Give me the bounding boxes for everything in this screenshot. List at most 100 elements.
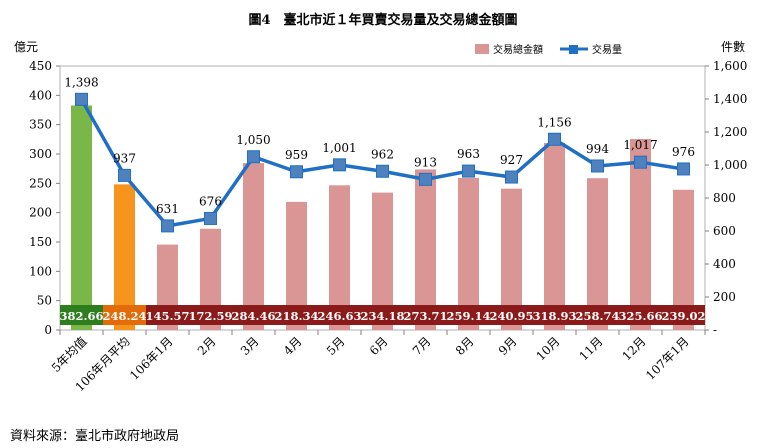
bar-2 bbox=[114, 184, 135, 330]
bar-value-label: 246.63 bbox=[317, 309, 361, 323]
right-tick-label: 800 bbox=[713, 191, 736, 205]
line-point-label: 631 bbox=[156, 202, 179, 216]
category-label: 107年1月 bbox=[643, 334, 691, 382]
category-label: 4月 bbox=[281, 334, 305, 358]
bar-13 bbox=[587, 178, 608, 330]
source-note: 資料來源：臺北市政府地政局 bbox=[10, 428, 179, 444]
bar-6 bbox=[286, 201, 307, 330]
bar-value-label: 318.93 bbox=[532, 309, 576, 323]
legend-bar-label: 交易總金額 bbox=[493, 43, 543, 56]
line-point-label: 959 bbox=[285, 148, 308, 162]
bar-value-label: 248.24 bbox=[102, 309, 146, 323]
bar-value-label: 284.46 bbox=[231, 309, 275, 323]
left-tick-label: 100 bbox=[29, 264, 52, 278]
bar-9 bbox=[415, 169, 436, 330]
line-point-6 bbox=[290, 165, 303, 179]
bar-value-box bbox=[232, 305, 275, 325]
bar-14 bbox=[630, 138, 651, 330]
bar-value-label: 172.59 bbox=[188, 309, 232, 323]
line-point-9 bbox=[419, 172, 432, 186]
bar-value-box bbox=[533, 305, 576, 325]
bar-7 bbox=[329, 185, 350, 330]
bar-value-label: 273.71 bbox=[403, 309, 447, 323]
bar-value-label: 382.66 bbox=[59, 309, 103, 323]
right-tick-label: 1,400 bbox=[713, 92, 747, 106]
left-tick-label: 150 bbox=[29, 235, 52, 249]
right-tick-label: 200 bbox=[713, 290, 736, 304]
line-point-4 bbox=[204, 211, 217, 225]
line-point-label: 927 bbox=[500, 153, 523, 167]
right-tick-label: - bbox=[713, 323, 717, 337]
bar-value-box bbox=[490, 305, 533, 325]
line-point-10 bbox=[462, 164, 475, 178]
bar-1 bbox=[71, 105, 92, 330]
line-point-2 bbox=[118, 168, 131, 182]
left-tick-label: 0 bbox=[44, 323, 52, 337]
line-point-label: 963 bbox=[457, 147, 480, 161]
right-tick-label: 1,200 bbox=[713, 125, 747, 139]
category-label: 9月 bbox=[496, 334, 520, 358]
left-tick-label: 200 bbox=[29, 206, 52, 220]
line-point-15 bbox=[677, 162, 690, 176]
bar-value-label: 259.14 bbox=[446, 309, 490, 323]
bar-5 bbox=[243, 163, 264, 330]
bar-value-box bbox=[146, 305, 189, 325]
bar-4 bbox=[200, 228, 221, 330]
right-tick-label: 400 bbox=[713, 257, 736, 271]
bar-value-box bbox=[361, 305, 404, 325]
left-tick-label: 350 bbox=[29, 118, 52, 132]
right-tick-label: 1,000 bbox=[713, 158, 747, 172]
line-point-label: 676 bbox=[199, 194, 222, 208]
line-point-label: 1,017 bbox=[623, 138, 657, 152]
bar-value-box bbox=[275, 305, 318, 325]
bar-value-box bbox=[60, 305, 103, 325]
line-point-label: 962 bbox=[371, 147, 394, 161]
bar-value-box bbox=[576, 305, 619, 325]
category-label: 6月 bbox=[367, 334, 391, 358]
category-label: 8月 bbox=[453, 334, 477, 358]
left-tick-label: 450 bbox=[29, 59, 52, 73]
left-tick-label: 250 bbox=[29, 176, 52, 190]
bar-value-box bbox=[619, 305, 662, 325]
line-point-13 bbox=[591, 159, 604, 173]
bar-value-label: 234.18 bbox=[360, 309, 404, 323]
bar-value-box bbox=[318, 305, 361, 325]
bar-value-label: 145.57 bbox=[145, 309, 189, 323]
bar-value-box bbox=[103, 305, 146, 325]
category-label: 2月 bbox=[195, 334, 219, 358]
bar-value-box bbox=[662, 305, 705, 325]
bar-value-label: 239.02 bbox=[661, 309, 705, 323]
bar-value-box bbox=[404, 305, 447, 325]
category-label: 10月 bbox=[533, 334, 562, 363]
left-tick-label: 400 bbox=[29, 88, 52, 102]
line-point-3 bbox=[161, 219, 174, 233]
line-point-5 bbox=[247, 150, 260, 164]
line-point-8 bbox=[376, 164, 389, 178]
bar-15 bbox=[673, 189, 694, 330]
line-point-label: 994 bbox=[586, 142, 609, 156]
bar-11 bbox=[501, 188, 522, 330]
legend-line-marker bbox=[569, 45, 578, 54]
left-tick-label: 50 bbox=[37, 294, 52, 308]
bar-value-label: 218.34 bbox=[274, 309, 318, 323]
line-point-label: 1,001 bbox=[322, 141, 356, 155]
bar-value-label: 325.66 bbox=[618, 309, 662, 323]
category-label: 3月 bbox=[238, 334, 262, 358]
category-label: 5月 bbox=[324, 334, 348, 358]
bar-value-box bbox=[189, 305, 232, 325]
line-point-label: 913 bbox=[414, 155, 437, 169]
left-axis-label: 億元 bbox=[14, 40, 38, 54]
line-point-11 bbox=[505, 170, 518, 184]
category-label: 5年均值 bbox=[48, 334, 89, 375]
right-tick-label: 1,600 bbox=[713, 59, 747, 73]
line-point-label: 1,050 bbox=[236, 133, 270, 147]
line-point-7 bbox=[333, 158, 346, 172]
bar-10 bbox=[458, 177, 479, 330]
legend-bar-swatch bbox=[475, 44, 489, 54]
line-point-label: 976 bbox=[672, 145, 695, 159]
line-point-1 bbox=[75, 92, 88, 106]
bar-8 bbox=[372, 192, 393, 330]
chart-title: 圖4 臺北市近１年買賣交易量及交易總金額圖 bbox=[248, 12, 517, 28]
category-label: 106年1月 bbox=[127, 334, 175, 382]
